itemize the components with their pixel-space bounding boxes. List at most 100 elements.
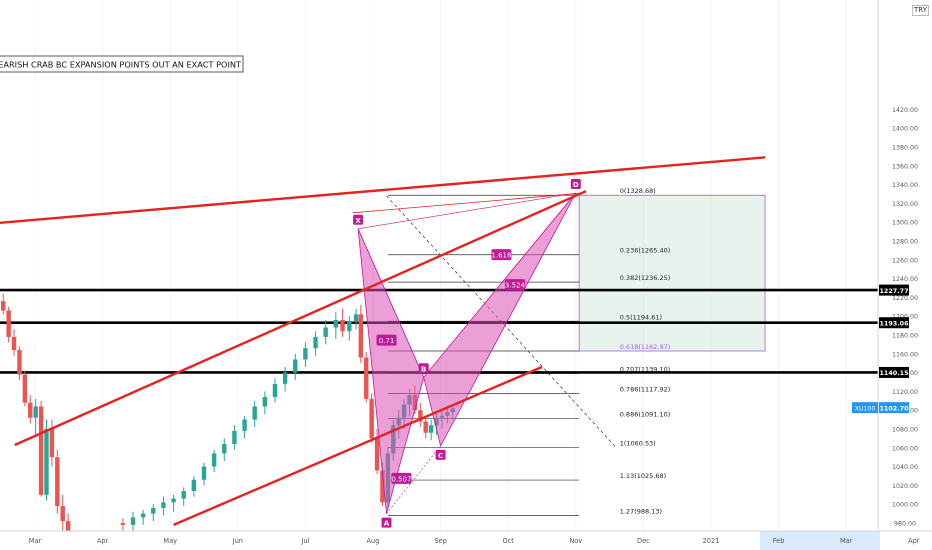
- pattern-point-marker: [353, 214, 364, 225]
- candle-body: [364, 357, 369, 399]
- candle-body: [191, 479, 197, 492]
- ratio-label-bg: [504, 279, 525, 291]
- candle-body: [262, 397, 268, 407]
- title-box: [0, 55, 244, 73]
- x-tick-label: Jul: [300, 537, 309, 545]
- fib-level-label: 0.786(1117.92): [620, 385, 671, 393]
- level-price-tag-bg: [879, 366, 909, 378]
- candle-body: [323, 327, 328, 337]
- candle-body: [358, 314, 364, 358]
- level-price-tag-bg: [879, 284, 909, 296]
- x-tick-label: Aug: [367, 537, 380, 545]
- ratio-label-bg: [491, 249, 512, 261]
- trend-channel-line: [14, 190, 587, 447]
- pattern-point-label: C: [438, 452, 443, 460]
- candle-body: [49, 429, 55, 458]
- candle-body: [374, 438, 380, 471]
- x-tick-label: Jun: [232, 537, 243, 545]
- candle-body: [222, 444, 227, 454]
- x-tick-label: Apr: [97, 537, 109, 545]
- trend-inner-line: [352, 192, 583, 214]
- candle-body: [282, 372, 288, 384]
- x-tick-label: May: [163, 537, 177, 545]
- candle-body: [55, 457, 60, 507]
- candle-body: [65, 521, 71, 531]
- x-tick-label: Nov: [569, 537, 582, 545]
- y-tick-label: 1400.00: [892, 126, 918, 133]
- y-tick-label: 1000.00: [892, 502, 918, 509]
- candle-body: [151, 507, 156, 514]
- candle-body: [120, 523, 126, 525]
- candle-body: [28, 402, 33, 418]
- candle-body: [161, 502, 166, 508]
- fib-level-label: 0(1328.68): [620, 187, 656, 195]
- pattern-leg-line: [358, 192, 576, 230]
- pattern-triangle-bcd: [423, 192, 577, 448]
- y-tick-label: 1080.00: [892, 427, 918, 434]
- fib-level-label: 1(1060.53): [620, 439, 656, 447]
- y-tick-label: 1420.00: [892, 107, 918, 114]
- candle-body: [347, 321, 352, 332]
- level-price-tag-bg: [879, 317, 909, 329]
- y-tick-label: 1300.00: [892, 220, 918, 227]
- candle-body: [201, 466, 207, 480]
- y-tick-label: 1040.00: [892, 464, 918, 471]
- candle-body: [130, 517, 136, 525]
- level-price-tag: 1140.15: [879, 369, 908, 377]
- date-range-highlight: [760, 531, 880, 550]
- candle-body: [353, 314, 359, 322]
- ratio-label: 3.524: [505, 282, 526, 290]
- pattern-point-label: X: [355, 217, 361, 225]
- y-tick-label: 1280.00: [892, 239, 918, 246]
- y-tick-label: 1020.00: [892, 483, 918, 490]
- x-tick-label: Mar: [29, 537, 42, 545]
- pattern-point-label: B: [421, 365, 426, 373]
- y-tick-label: 1360.00: [892, 163, 918, 170]
- candle-body: [242, 419, 247, 431]
- fib-level-label: 0.707(1139.10): [620, 365, 671, 373]
- plot-area: 0(1328.68) 0.236(1265.40) 0.382(1236.25) 0.…: [0, 0, 878, 531]
- x-tick-label: Apr: [908, 537, 920, 545]
- fib-level-label: 0.5(1194.61): [620, 313, 662, 321]
- y-tick-label: 1200.00: [892, 314, 918, 321]
- candle-body: [1, 301, 6, 311]
- candle-body: [140, 513, 146, 518]
- candle-body: [428, 425, 434, 433]
- x-tick-label: Dec: [637, 537, 650, 545]
- candle-body: [33, 406, 38, 418]
- y-tick-label: 1220.00: [892, 295, 918, 302]
- ratio-label-bg: [376, 334, 397, 346]
- candle-body: [232, 430, 237, 445]
- candle-body: [313, 336, 318, 349]
- last-price-tag: 1102.70: [879, 404, 909, 412]
- target-zone-box: [578, 194, 766, 352]
- y-tick-label: 1340.00: [892, 182, 918, 189]
- x-tick-label: Oct: [502, 537, 514, 545]
- fib-level-label: 1.13(1025.68): [620, 472, 666, 480]
- y-tick-label: 1060.00: [892, 445, 918, 452]
- currency-badge: TRY: [912, 5, 929, 16]
- fib-level-label: 0.382(1236.25): [620, 274, 671, 282]
- level-price-tag: 1227.77: [879, 287, 908, 295]
- candle-body: [60, 506, 65, 522]
- candle-body: [6, 310, 11, 337]
- level-price-tag: 1193.06: [879, 319, 909, 327]
- pattern-leg-line: [357, 228, 424, 378]
- pattern-point-label: D: [573, 181, 579, 189]
- chart-title: IC TREND TOP AND BEARISH CRAB BC EXPANSI…: [0, 60, 242, 70]
- y-tick-label: 1160.00: [892, 351, 918, 358]
- y-tick-label: 1120.00: [892, 389, 918, 396]
- pattern-point-marker: [418, 363, 429, 374]
- symbol-tag-bg: [852, 402, 878, 414]
- candle-body: [423, 421, 428, 433]
- candle-body: [211, 453, 217, 467]
- candle-body: [418, 410, 423, 422]
- fib-level-label: 0.618(1162.97): [620, 343, 671, 351]
- pattern-point-label: A: [384, 520, 390, 528]
- y-tick-label: 1260.00: [892, 257, 918, 264]
- pattern-point-marker: [381, 517, 392, 528]
- candle-body: [272, 383, 278, 398]
- candle-body: [303, 348, 308, 360]
